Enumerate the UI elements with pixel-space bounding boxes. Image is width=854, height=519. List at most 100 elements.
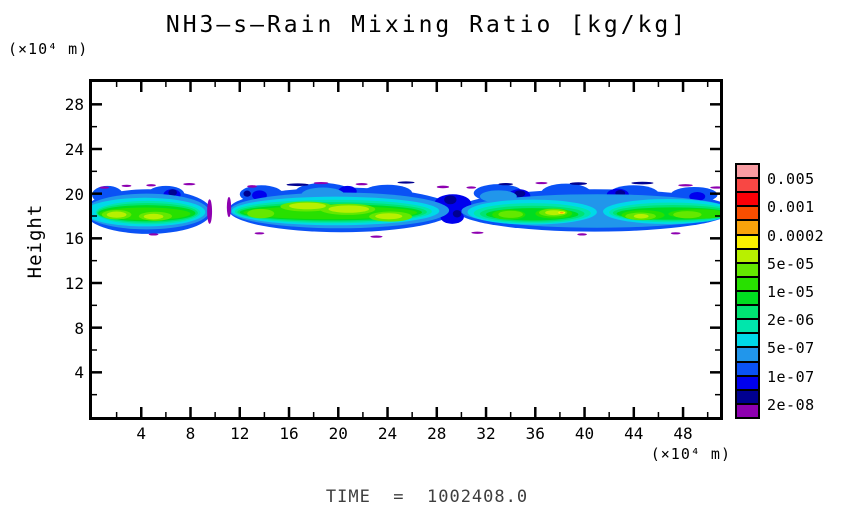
colorbar-label: 5e-07 (767, 339, 815, 358)
contour-blob (183, 183, 196, 186)
x-tick-label: 28 (427, 424, 447, 443)
contour-blob (514, 190, 526, 198)
contour-blob (710, 186, 720, 189)
colorbar-label: 1e-05 (767, 282, 815, 301)
x-axis-unit-label: (×10⁴ m) (650, 445, 731, 463)
colorbar-cell (737, 390, 758, 403)
contour-blob (670, 232, 681, 235)
x-tick-label: 4 (136, 424, 147, 443)
contour-blob (375, 213, 403, 220)
contour-blob (286, 183, 309, 187)
contour-blob (247, 185, 258, 188)
contour-blob (633, 213, 649, 219)
colorbar-cell (737, 376, 758, 389)
contour-blob (498, 183, 514, 186)
colorbar-cell (737, 362, 758, 375)
x-tick-label: 20 (328, 424, 348, 443)
colorbar-cell (737, 165, 758, 178)
x-tick-label: 40 (574, 424, 595, 443)
colorbar-cell (737, 291, 758, 305)
colorbar-label: 0.0002 (767, 226, 825, 245)
colorbar-label: 5e-05 (767, 254, 815, 273)
contour-blob (559, 211, 564, 214)
colorbar-cell (737, 193, 758, 206)
contour-blob (444, 195, 457, 205)
contour-blob (146, 184, 157, 187)
figure-title: NH3–s–Rain Mixing Ratio [kg/kg] (165, 12, 689, 38)
contour-blob (243, 190, 251, 197)
contour-blob (673, 211, 702, 219)
contour-blob (328, 205, 370, 213)
y-tick-label: 8 (74, 318, 84, 338)
contour-blob (631, 181, 654, 185)
contour-plot (92, 82, 720, 417)
contour-blob (226, 197, 232, 218)
colorbar-cell (737, 249, 758, 262)
colorbar-cell (737, 404, 758, 417)
y-tick-label: 16 (64, 229, 84, 249)
contour-blob (99, 186, 110, 189)
colorbar-label: 1e-07 (767, 367, 815, 386)
x-axis-tick-labels: 4 8 12 16 20 24 28 32 36 40 44 48 (92, 424, 720, 444)
colorbar-cell (737, 263, 758, 276)
colorbar-label: 0.005 (767, 170, 815, 189)
contour-blob (498, 210, 523, 218)
contour-blob (452, 210, 462, 218)
contour-blob (471, 231, 484, 234)
colorbar-label: 2e-06 (767, 311, 815, 330)
contour-blob (313, 181, 329, 185)
x-tick-label: 12 (230, 424, 250, 443)
contour-blob (289, 202, 326, 210)
contour-blob (148, 233, 159, 236)
x-tick-label: 16 (279, 424, 299, 443)
contour-blob (247, 208, 275, 219)
contour-blob (207, 199, 213, 224)
colorbar-cell (737, 179, 758, 192)
contour-blob (689, 191, 706, 201)
x-tick-label: 44 (624, 424, 644, 443)
contour-blob (678, 184, 693, 187)
y-tick-label: 4 (74, 363, 84, 383)
contour-blob (168, 189, 177, 196)
colorbar-cell (737, 207, 758, 220)
contour-blob (143, 213, 164, 220)
contour-blob (436, 185, 450, 189)
colorbar-cell (737, 348, 758, 361)
y-tick-label: 12 (64, 274, 84, 293)
contour-blob (545, 210, 563, 216)
colorbar-cell (737, 235, 758, 248)
contour-blob (370, 235, 383, 238)
y-tick-label: 24 (64, 140, 84, 159)
colorbar-cell (737, 221, 758, 234)
colorbar-cell (737, 334, 758, 347)
plot-area (89, 79, 723, 420)
y-tick-label: 28 (64, 95, 84, 115)
contour-blob (577, 233, 588, 236)
contour-blob (569, 182, 588, 185)
x-tick-label: 48 (673, 424, 693, 443)
contour-blob (479, 190, 517, 203)
x-tick-label: 32 (476, 424, 496, 443)
contour-blob (121, 184, 132, 187)
colorbar-cell (737, 306, 758, 319)
y-tick-label: 20 (64, 184, 84, 204)
contour-blob (355, 183, 368, 186)
time-label: TIME = 1002408.0 (325, 487, 529, 507)
x-tick-label: 24 (377, 424, 398, 443)
colorbar-labels: 0.005 0.001 0.0002 5e-05 1e-05 2e-06 5e-07 1e-0… (767, 163, 847, 419)
colorbar-cell (737, 320, 758, 333)
x-tick-label: 36 (525, 424, 545, 443)
contour-blob (106, 211, 127, 218)
contour-blob (535, 181, 548, 185)
contour-blob (254, 232, 265, 235)
y-axis-tick-labels: 4 8 12 16 20 24 28 (40, 82, 84, 417)
colorbar-label: 0.001 (767, 198, 815, 217)
colorbar-cell (737, 277, 758, 290)
colorbar-label: 2e-08 (767, 395, 815, 414)
contour-blob (397, 181, 415, 184)
x-tick-label: 8 (185, 424, 196, 443)
contour-blob (466, 186, 477, 189)
colorbar (735, 163, 760, 419)
y-axis-unit-label: (×10⁴ m) (8, 40, 89, 58)
